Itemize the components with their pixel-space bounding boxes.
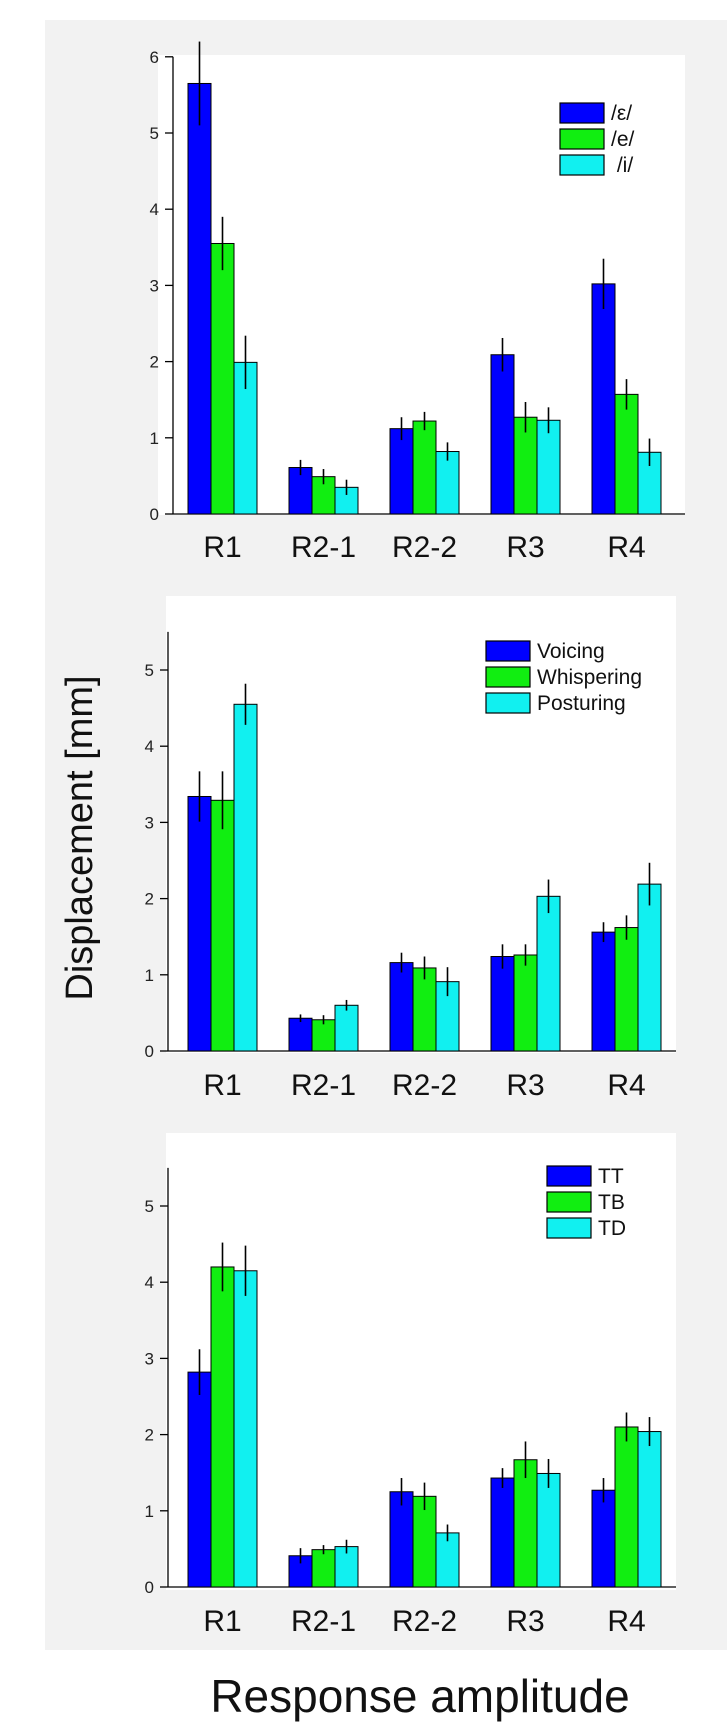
legend-label: Posturing: [537, 692, 626, 715]
y-tick-label: 0: [145, 1578, 154, 1597]
bar: [210, 242, 235, 515]
bar: [490, 1477, 515, 1588]
y-tick-label: 2: [150, 353, 159, 372]
bar: [614, 927, 639, 1052]
y-tick-label: 1: [150, 429, 159, 448]
y-tick-label: 3: [150, 276, 159, 295]
panels: 0 1 2 3 4 5 6 R1 R2-1 R2-2 R3 R4/ε/ /e/ /i/0 1 2 3 4 5 R1 R…: [145, 41, 685, 1638]
y-tick-label: 5: [150, 124, 159, 143]
bar: [389, 1491, 414, 1588]
legend-swatch: [485, 640, 531, 662]
legend-label: Voicing: [537, 640, 605, 663]
x-tick-label: R2-2: [392, 1605, 457, 1638]
x-tick-label: R4: [607, 1605, 645, 1638]
x-tick-label: R4: [607, 531, 645, 564]
bar: [389, 428, 414, 515]
bar: [490, 956, 515, 1052]
legend-swatch: [485, 692, 531, 714]
bar: [435, 451, 460, 515]
bar: [591, 931, 616, 1052]
y-tick-label: 0: [150, 505, 159, 524]
bar: [233, 703, 258, 1052]
legend-label: /i/: [611, 154, 633, 177]
bar: [536, 895, 561, 1052]
bar: [637, 883, 662, 1052]
x-tick-label: R3: [506, 1069, 544, 1102]
bar: [490, 354, 515, 515]
y-tick-label: 2: [145, 1426, 154, 1445]
bar: [210, 799, 235, 1052]
y-tick-label: 3: [145, 813, 154, 832]
y-tick-label: 1: [145, 966, 154, 985]
legend-swatch: [559, 102, 605, 124]
x-tick-label: R1: [203, 531, 241, 564]
bar: [591, 1489, 616, 1588]
bar: [614, 1426, 639, 1588]
bar: [637, 1431, 662, 1588]
y-tick-label: 0: [145, 1042, 154, 1061]
bar: [210, 1266, 235, 1588]
bar: [389, 962, 414, 1052]
legend-label: TT: [598, 1165, 624, 1188]
y-tick-label: 4: [145, 737, 154, 756]
x-axis-label: Response amplitude: [210, 1670, 629, 1722]
y-tick-label: 1: [145, 1502, 154, 1521]
bar: [591, 283, 616, 515]
chart-panel-2: 0 1 2 3 4 5 R1 R2-1 R2-2 R3 R4 Voicing Whispering Pos…: [145, 596, 676, 1102]
bar: [311, 1549, 336, 1588]
legend-swatch: [559, 154, 605, 176]
bar: [187, 1371, 212, 1588]
x-tick-label: R1: [203, 1605, 241, 1638]
legend-label: TD: [598, 1217, 626, 1240]
x-tick-label: R2-2: [392, 531, 457, 564]
legend-label: TB: [598, 1191, 625, 1214]
bar: [536, 1472, 561, 1588]
y-tick-label: 5: [145, 661, 154, 680]
y-tick-label: 3: [145, 1349, 154, 1368]
bar: [536, 419, 561, 515]
bar: [187, 82, 212, 515]
y-axis-label: Displacement [mm]: [59, 675, 101, 1000]
bar: [412, 420, 437, 515]
x-tick-label: R1: [203, 1069, 241, 1102]
legend-label: /e/: [611, 128, 635, 151]
chart-panel-1: 0 1 2 3 4 5 6 R1 R2-1 R2-2 R3 R4/ε/ /e/ /i/: [150, 41, 685, 564]
bar: [288, 1017, 313, 1052]
legend-label: Whispering: [537, 666, 642, 689]
bar: [334, 1004, 359, 1052]
bar: [513, 954, 538, 1052]
x-tick-label: R2-1: [291, 1605, 356, 1638]
legend-swatch: [546, 1191, 592, 1213]
x-tick-label: R3: [506, 1605, 544, 1638]
legend-swatch: [559, 128, 605, 150]
x-tick-label: R2-1: [291, 1069, 356, 1102]
bar: [412, 967, 437, 1052]
legend-swatch: [485, 666, 531, 688]
y-tick-label: 4: [150, 200, 159, 219]
y-tick-label: 2: [145, 890, 154, 909]
y-tick-label: 6: [150, 48, 159, 67]
legend-swatch: [546, 1165, 592, 1187]
x-tick-label: R3: [506, 531, 544, 564]
chart-panel-3: 0 1 2 3 4 5 R1 R2-1 R2-2 R3 R4 TT TB TD: [145, 1133, 676, 1638]
bar: [614, 393, 639, 515]
y-tick-label: 5: [145, 1197, 154, 1216]
bar: [311, 1019, 336, 1052]
bar: [513, 1459, 538, 1588]
legend-label: /ε/: [611, 102, 632, 125]
y-tick-label: 4: [145, 1273, 154, 1292]
x-tick-label: R2-1: [291, 531, 356, 564]
x-tick-label: R4: [607, 1069, 645, 1102]
bar: [233, 1270, 258, 1588]
bar: [187, 795, 212, 1052]
x-tick-label: R2-2: [392, 1069, 457, 1102]
legend-swatch: [546, 1217, 592, 1239]
